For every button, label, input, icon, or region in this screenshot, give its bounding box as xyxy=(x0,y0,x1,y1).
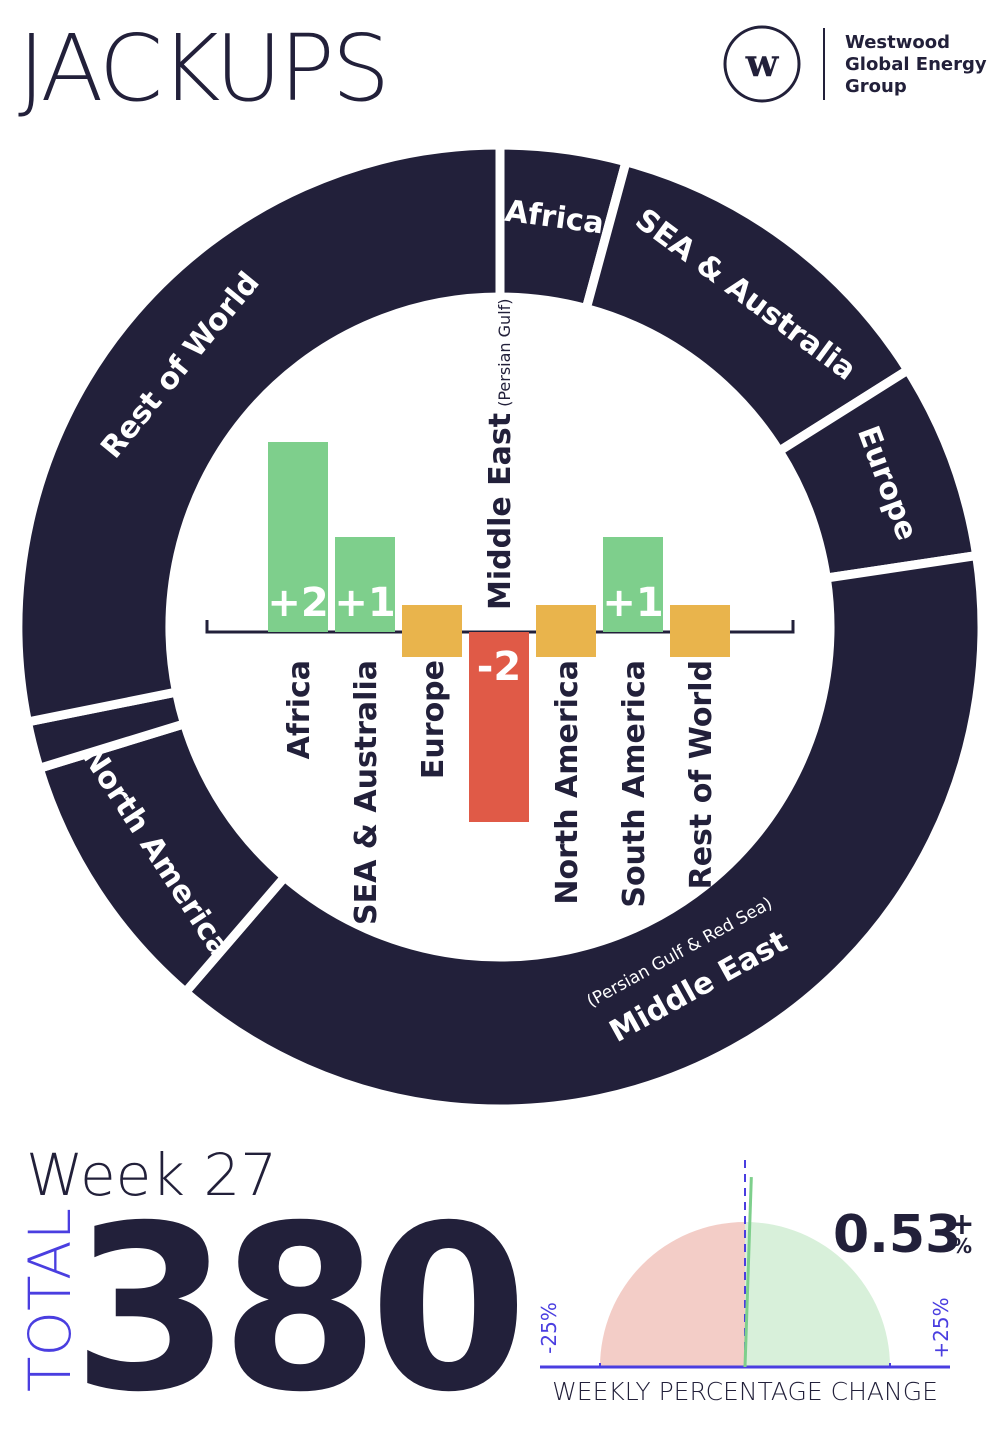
flat-marker xyxy=(402,605,462,657)
gauge-negative xyxy=(600,1222,745,1367)
total-value: 380 xyxy=(72,1176,518,1440)
category-name: Middle East xyxy=(483,413,518,610)
title: JACKUPS xyxy=(18,15,387,122)
logo-circle xyxy=(723,25,801,103)
gauge-positive xyxy=(745,1222,890,1367)
category-label: Europe xyxy=(416,660,451,779)
bar xyxy=(469,632,529,822)
donut-segment xyxy=(179,550,987,1114)
gauge-value: 0.53 xyxy=(833,1205,961,1265)
category-annotation: (Persian Gulf) xyxy=(495,298,514,406)
gauge-unit: % xyxy=(952,1234,972,1258)
logo-text: Global Energy xyxy=(845,54,987,75)
flat-marker xyxy=(536,605,596,657)
category-label: Africa xyxy=(282,660,317,759)
category-label: SEA & Australia xyxy=(349,660,384,925)
logo-mark: w xyxy=(745,40,780,85)
bar xyxy=(335,537,395,632)
tick-label: -25% xyxy=(537,1302,561,1354)
bar xyxy=(603,537,663,632)
category-label: South America xyxy=(617,660,652,908)
bar-label: -2 xyxy=(477,644,521,690)
week-label: Week 27 xyxy=(26,1141,277,1209)
bar-label: +1 xyxy=(334,580,395,626)
category-label: Middle East (Persian Gulf) xyxy=(483,298,518,610)
logo-text: Group xyxy=(845,76,907,97)
category-label: North America xyxy=(550,660,585,905)
bar xyxy=(268,442,328,632)
total-label: TOTAL xyxy=(16,1208,84,1392)
tick-label: +25% xyxy=(929,1297,953,1358)
gauge-needle xyxy=(743,1177,753,1368)
gauge-caption: WEEKLY PERCENTAGE CHANGE xyxy=(552,1377,938,1406)
bar-label: +2 xyxy=(267,580,328,626)
bar-label: +1 xyxy=(602,580,663,626)
flat-marker xyxy=(670,605,730,657)
gauge-sign: + xyxy=(949,1207,974,1242)
logo-text: Westwood xyxy=(845,32,950,53)
category-label: Rest of World xyxy=(684,660,719,889)
donut-segment xyxy=(13,140,505,728)
